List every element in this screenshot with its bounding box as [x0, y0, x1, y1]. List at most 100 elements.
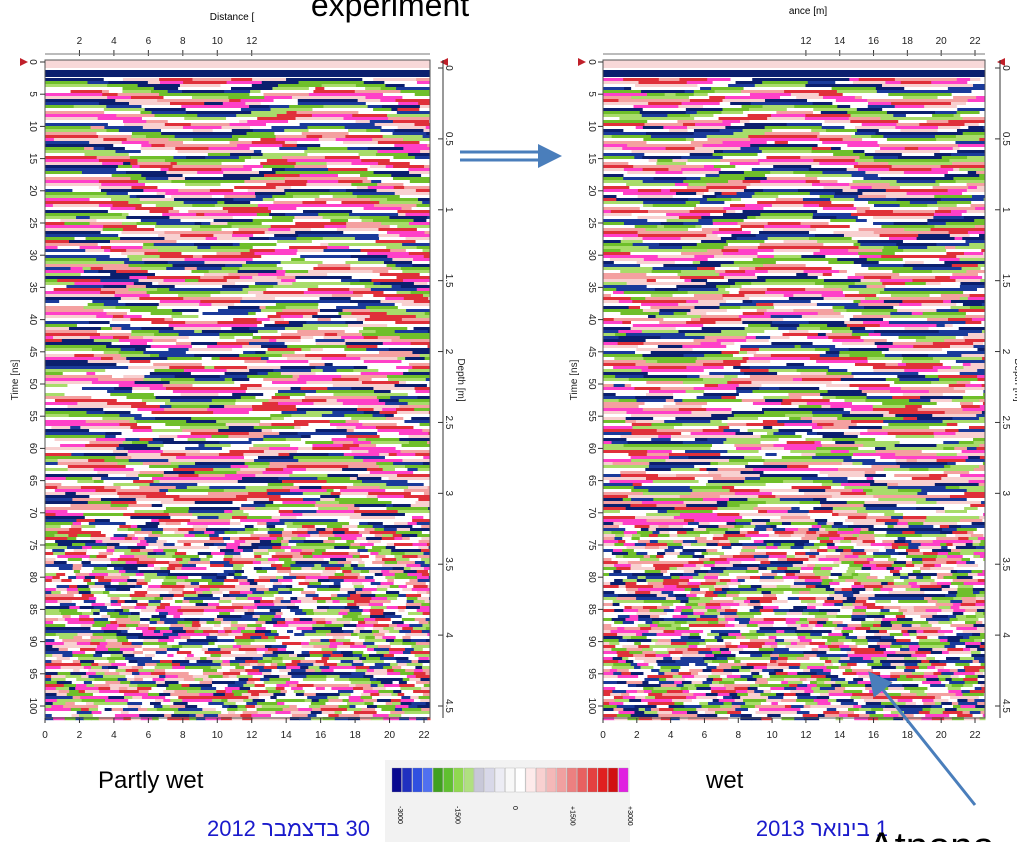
reflection [317, 351, 340, 354]
reflection [351, 417, 364, 420]
reflection [45, 600, 58, 603]
reflection [424, 684, 431, 687]
reflection [319, 534, 335, 537]
reflection [154, 114, 197, 117]
reflection [205, 369, 227, 372]
reflection [169, 627, 183, 630]
reflection [45, 366, 67, 369]
reflection [58, 459, 89, 462]
reflection [203, 600, 219, 603]
reflection [370, 165, 386, 168]
reflection [65, 549, 75, 552]
reflection [214, 624, 221, 627]
reflection [411, 645, 424, 648]
reflection [862, 123, 897, 126]
reflection [742, 105, 754, 108]
reflection [136, 603, 148, 606]
reflection [390, 711, 405, 714]
reflection [147, 588, 157, 591]
reflection [297, 144, 321, 147]
reflection [309, 651, 322, 654]
reflection [51, 660, 62, 663]
reflection [45, 489, 55, 492]
reflection [45, 348, 81, 351]
reflection [137, 579, 145, 582]
reflection [148, 552, 157, 555]
reflection [108, 702, 116, 705]
reflection [387, 543, 395, 546]
reflection [104, 576, 119, 579]
reflection [932, 84, 974, 87]
reflection [329, 585, 341, 588]
reflection [209, 270, 239, 273]
reflection [898, 120, 927, 123]
reflection [363, 459, 403, 462]
reflection [415, 618, 426, 621]
reflection [287, 345, 313, 348]
reflection [177, 678, 184, 681]
reflection [347, 147, 368, 150]
depth-tick-label: 4.5 [443, 699, 454, 713]
reflection [753, 105, 763, 108]
reflection [263, 198, 275, 201]
reflection [367, 366, 374, 369]
depth-tick-label: 3.5 [443, 557, 454, 571]
reflection [71, 615, 80, 618]
reflection [148, 279, 164, 282]
reflection [89, 321, 110, 324]
reflection [350, 267, 392, 270]
reflection [72, 654, 79, 657]
reflection [128, 705, 142, 708]
reflection [127, 453, 161, 456]
reflection [106, 534, 115, 537]
reflection [393, 681, 400, 684]
reflection [112, 174, 142, 177]
reflection [214, 618, 223, 621]
reflection [149, 465, 179, 468]
reflection [195, 378, 226, 381]
reflection [320, 180, 339, 183]
reflection [382, 408, 396, 411]
reflection [112, 342, 131, 345]
reflection [90, 366, 129, 369]
reflection [644, 123, 658, 126]
reflection [118, 600, 126, 603]
reflection [277, 276, 296, 279]
reflection [282, 501, 316, 504]
reflection [253, 129, 285, 132]
reflection [393, 690, 402, 693]
reflection [381, 477, 389, 480]
reflection [374, 204, 417, 207]
reflection [118, 234, 158, 237]
reflection [229, 705, 238, 708]
reflection [337, 234, 379, 237]
reflection [364, 627, 373, 630]
reflection [402, 270, 430, 273]
reflection [257, 708, 269, 711]
reflection [244, 666, 253, 669]
reflection [202, 357, 212, 360]
reflection [59, 522, 73, 525]
reflection [45, 534, 55, 537]
reflection [247, 516, 272, 519]
reflection [306, 669, 316, 672]
reflection [80, 693, 94, 696]
reflection [178, 87, 190, 90]
reflection [179, 681, 192, 684]
reflection [603, 81, 639, 84]
reflection [119, 495, 147, 498]
reflection [186, 189, 210, 192]
reflection [374, 669, 388, 672]
reflection [107, 657, 117, 660]
reflection [231, 672, 240, 675]
reflection [283, 612, 296, 615]
reflection [90, 222, 123, 225]
reflection [45, 111, 60, 114]
reflection [250, 288, 267, 291]
reflection [268, 483, 294, 486]
reflection [103, 228, 124, 231]
reflection [77, 138, 104, 141]
reflection [143, 351, 186, 354]
reflection [272, 606, 287, 609]
reflection [163, 588, 173, 591]
